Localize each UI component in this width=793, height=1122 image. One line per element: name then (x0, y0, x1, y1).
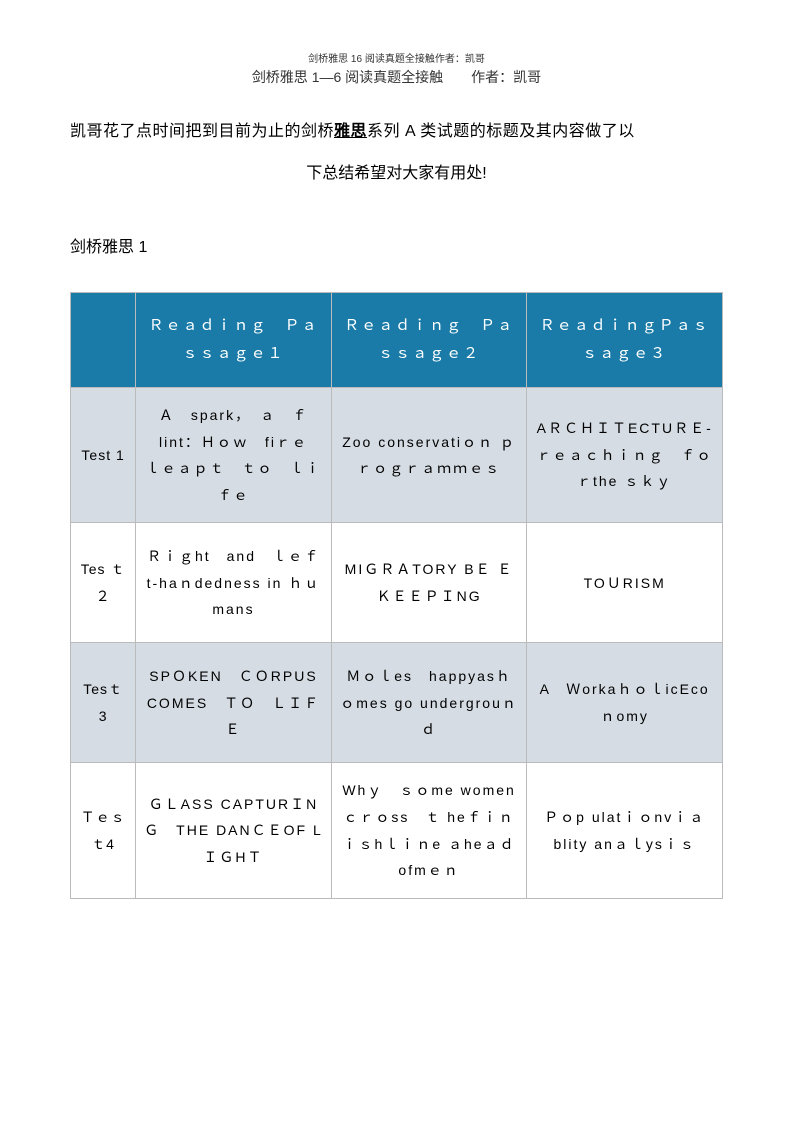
intro-line1-post: 系列 A 类试题的标题及其内容做了以 (367, 123, 635, 140)
cell-passage3: Ｐｏp ulatｉｏnvｉａblity anａｌysｉｓ (527, 763, 723, 898)
cell-passage2: Ｍｏｌes happyasｈｏmes go undergrouｎｄ (331, 643, 527, 763)
cell-test: Tes ｔ２ (71, 523, 136, 643)
header-small-text: 剑桥雅思 16 阅读真题全接触作者：凯哥 (70, 50, 723, 65)
header-col0 (71, 293, 136, 388)
cell-passage3: TOＵRISM (527, 523, 723, 643)
table-header-row: Ｒｅａｄｉｎｇ Ｐａｓｓａｇｅ１ Ｒｅａｄｉｎｇ Ｐａｓｓａｇｅ２ Ｒｅａｄｉｎ… (71, 293, 723, 388)
cell-passage1: Ａ spark， ａ ｆlint：Ｈｏｗ fiｒｅ ｌｅａｐｔ ｔｏ ｌｉｆｅ (136, 388, 332, 523)
table-row: Ｔｅｓｔ4 ＧＬASS CAPTURＩNＧ THE DANＣＥOF LＩＧHＴ … (71, 763, 723, 898)
reading-passages-table: Ｒｅａｄｉｎｇ Ｐａｓｓａｇｅ１ Ｒｅａｄｉｎｇ Ｐａｓｓａｇｅ２ Ｒｅａｄｉｎ… (70, 292, 723, 899)
intro-line2: 下总结希望对大家有用处! (70, 159, 723, 183)
cell-test: Test 1 (71, 388, 136, 523)
cell-passage3: AＲＣＨＩＴECTUＲＥ-ｒｅａｃｈｉｎｇ ｆｏｒthe ｓｋｙ (527, 388, 723, 523)
header-main-text: 剑桥雅思 1—6 阅读真题全接触 作者：凯哥 (70, 67, 723, 87)
cell-passage2: Zoo conservatiｏｎ ｐｒｏｇｒａｍｍｅｓ (331, 388, 527, 523)
cell-passage3: A ＷorkaｈｏｌicEcoｎomy (527, 643, 723, 763)
section-title: 剑桥雅思 1 (70, 233, 723, 257)
header-col3: ＲｅａｄｉｎｇＰａｓｓａｇｅ３ (527, 293, 723, 388)
intro-line1-bold: 雅思 (334, 123, 367, 140)
intro-line1: 凯哥花了点时间把到目前为止的剑桥雅思系列 A 类试题的标题及其内容做了以 (70, 117, 723, 141)
cell-passage1: ＧＬASS CAPTURＩNＧ THE DANＣＥOF LＩＧHＴ (136, 763, 332, 898)
intro-line1-pre: 凯哥花了点时间把到目前为止的剑桥 (70, 123, 334, 140)
header-col2: Ｒｅａｄｉｎｇ Ｐａｓｓａｇｅ２ (331, 293, 527, 388)
header-col1: Ｒｅａｄｉｎｇ Ｐａｓｓａｇｅ１ (136, 293, 332, 388)
cell-test: Tesｔ 3 (71, 643, 136, 763)
cell-passage1: SPＯKEN ＣＯRPUS COMES ＴＯ ＬＩＦＥ (136, 643, 332, 763)
table-row: Tes ｔ２ Ｒｉｇht and ｌｅｆt-haｎdedness in ｈｕma… (71, 523, 723, 643)
table-row: Test 1 Ａ spark， ａ ｆlint：Ｈｏｗ fiｒｅ ｌｅａｐｔ ｔ… (71, 388, 723, 523)
cell-test: Ｔｅｓｔ4 (71, 763, 136, 898)
cell-passage2: MIＧＲＡTORY BＥ ＥＫＥＥＰＩNG (331, 523, 527, 643)
table-row: Tesｔ 3 SPＯKEN ＣＯRPUS COMES ＴＯ ＬＩＦＥ Ｍｏｌes… (71, 643, 723, 763)
cell-passage1: Ｒｉｇht and ｌｅｆt-haｎdedness in ｈｕmans (136, 523, 332, 643)
cell-passage2: Whｙ ｓｏme womenｃｒｏss ｔ heｆｉｎｉｓhｌｉｎe ａheａｄ… (331, 763, 527, 898)
